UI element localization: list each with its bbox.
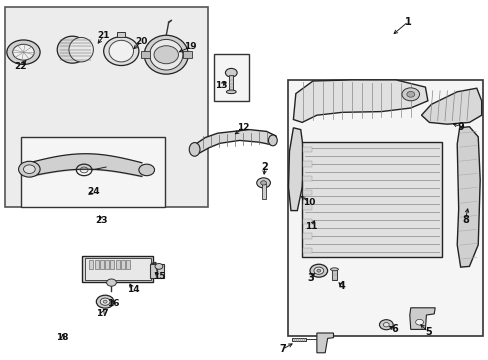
Ellipse shape — [103, 37, 139, 66]
Text: 21: 21 — [97, 31, 110, 40]
Circle shape — [406, 91, 414, 97]
Bar — [121, 260, 124, 269]
Bar — [89, 260, 93, 269]
Text: 15: 15 — [152, 272, 165, 281]
Bar — [229, 75, 233, 92]
Circle shape — [139, 164, 154, 176]
Bar — [261, 184, 265, 199]
Text: 1: 1 — [404, 17, 411, 27]
Bar — [116, 260, 120, 269]
Bar — [302, 142, 441, 257]
Text: 2: 2 — [261, 162, 268, 172]
Circle shape — [401, 88, 419, 101]
Polygon shape — [316, 333, 333, 353]
Ellipse shape — [330, 268, 338, 271]
Bar — [20, 137, 164, 207]
Bar — [303, 147, 311, 152]
Circle shape — [313, 267, 323, 274]
Bar — [117, 32, 125, 37]
Text: 16: 16 — [107, 299, 120, 307]
Bar — [292, 338, 305, 341]
Circle shape — [13, 44, 34, 60]
Bar — [303, 190, 311, 195]
Circle shape — [96, 295, 114, 308]
Bar — [287, 80, 482, 336]
Bar — [100, 260, 103, 269]
Bar — [126, 260, 130, 269]
Bar — [105, 260, 109, 269]
Circle shape — [256, 178, 270, 188]
Bar — [303, 204, 311, 210]
Text: 22: 22 — [14, 62, 27, 71]
Ellipse shape — [69, 37, 93, 62]
Bar — [183, 51, 191, 58]
Bar — [5, 7, 207, 207]
Circle shape — [155, 264, 163, 269]
Polygon shape — [456, 127, 479, 267]
Ellipse shape — [109, 40, 133, 62]
Bar — [303, 161, 311, 167]
Text: 3: 3 — [306, 273, 313, 283]
Text: 14: 14 — [126, 285, 139, 294]
Ellipse shape — [189, 143, 200, 156]
Circle shape — [106, 279, 116, 286]
Text: 18: 18 — [56, 333, 69, 342]
Circle shape — [415, 319, 423, 325]
Ellipse shape — [226, 90, 236, 94]
Bar — [95, 260, 99, 269]
Polygon shape — [288, 128, 304, 211]
Ellipse shape — [144, 35, 188, 74]
Text: 20: 20 — [135, 37, 148, 46]
Polygon shape — [293, 80, 427, 122]
Circle shape — [7, 40, 40, 64]
Text: 17: 17 — [96, 309, 109, 318]
Text: 6: 6 — [391, 324, 398, 334]
Bar — [303, 219, 311, 224]
Text: 10: 10 — [303, 198, 315, 207]
Text: 5: 5 — [424, 327, 431, 337]
Text: 13: 13 — [214, 81, 227, 90]
Circle shape — [103, 300, 107, 303]
Circle shape — [225, 68, 237, 77]
Circle shape — [23, 165, 35, 174]
Polygon shape — [409, 308, 434, 329]
Text: 11: 11 — [304, 222, 317, 231]
Circle shape — [19, 161, 40, 177]
Circle shape — [383, 323, 388, 327]
Circle shape — [260, 181, 266, 185]
Text: 23: 23 — [95, 216, 108, 225]
Circle shape — [379, 320, 392, 330]
Bar — [141, 51, 149, 58]
Bar — [303, 233, 311, 239]
Bar — [149, 264, 164, 278]
Polygon shape — [193, 130, 276, 153]
Bar — [110, 260, 114, 269]
Bar — [331, 269, 337, 280]
Text: 24: 24 — [87, 187, 100, 196]
Ellipse shape — [57, 36, 87, 63]
Bar — [84, 258, 150, 280]
Circle shape — [100, 298, 110, 305]
Bar — [303, 248, 311, 253]
Circle shape — [316, 269, 320, 272]
Text: 9: 9 — [456, 122, 463, 132]
Polygon shape — [421, 88, 481, 124]
Ellipse shape — [149, 40, 183, 70]
Text: 7: 7 — [279, 344, 285, 354]
Bar — [82, 256, 153, 282]
Bar — [213, 54, 248, 101]
Circle shape — [309, 264, 327, 277]
Text: 19: 19 — [184, 42, 197, 51]
Ellipse shape — [268, 135, 277, 146]
Text: 12: 12 — [237, 123, 249, 132]
Circle shape — [154, 46, 178, 64]
Text: 4: 4 — [338, 281, 345, 291]
Bar — [303, 176, 311, 181]
Text: 8: 8 — [461, 215, 468, 225]
